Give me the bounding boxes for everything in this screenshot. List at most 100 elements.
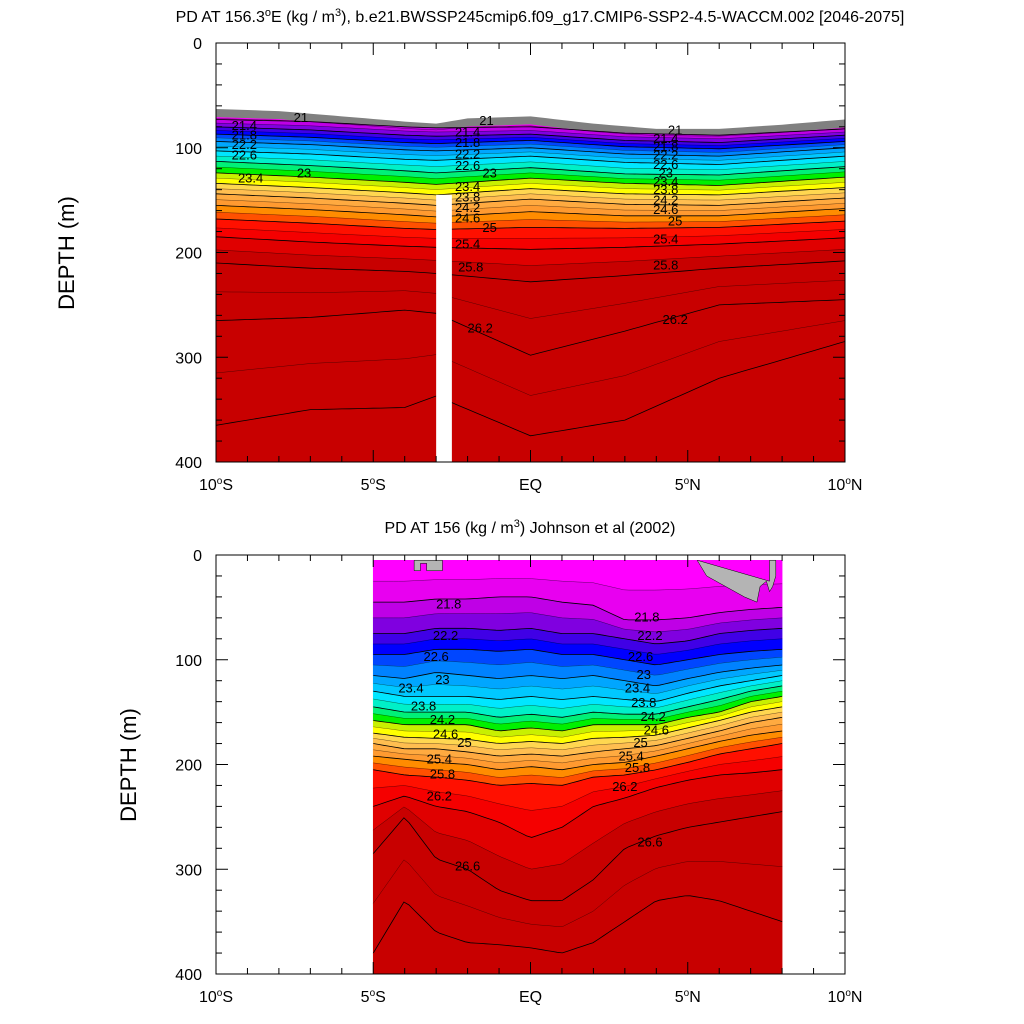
p1-y-tick-label: 100: [175, 141, 202, 158]
p2-missing-patch: [696, 559, 777, 603]
p1-contour-label: 22.6: [232, 148, 257, 163]
p1-contour-label: 23.4: [653, 174, 678, 189]
p1-minor-contour: [216, 166, 845, 181]
p1-contour-label: 23: [482, 165, 496, 180]
p1-contour-label: 24.6: [653, 202, 678, 217]
p1-contour-label: 25.8: [458, 260, 483, 275]
p2-missing-patch: [413, 559, 443, 571]
p1-minor-contour: [216, 320, 845, 396]
p1-contour-label: 21.4: [232, 118, 257, 133]
p2-y-tick-label: 300: [175, 862, 202, 879]
p2-contour-label: 25.4: [427, 752, 452, 767]
p1-minor-contour: [216, 280, 845, 319]
p1-minor-contour: [216, 212, 845, 224]
p1-minor-contour: [216, 155, 845, 170]
p2-x-tick-label: 5oS: [361, 988, 386, 1006]
p1-minor-contour: [216, 177, 845, 191]
p1-y-tick-label: 400: [175, 455, 202, 472]
p2-minor-contour: [373, 578, 783, 591]
p1-isopycnal-24-2: [216, 193, 845, 206]
p2-contour-label: 22.2: [637, 628, 662, 643]
p1-isopycnal-21: [216, 119, 845, 136]
p1-contour-label: 22.6: [455, 158, 480, 173]
p1-isopycnal-23-4: [216, 172, 845, 186]
p1-shallow-layer: [216, 108, 845, 138]
p2-x-tick-label: EQ: [519, 989, 542, 1006]
p2-contour-label: 23: [435, 672, 449, 687]
p1-isopycnal-25-8: [216, 260, 845, 283]
p2-isopycnal-25: [373, 717, 783, 757]
p2-contour-label: 26.6: [637, 835, 662, 850]
p1-isopycnal-23: [216, 161, 845, 176]
p2-contour-label: 26.2: [427, 788, 452, 803]
p2-isopycnal-23: [373, 664, 783, 687]
p2-isopycnal-27-0: [372, 895, 783, 954]
panel1-y-axis-label: DEPTH (m): [54, 196, 79, 310]
p1-contour-label: 23: [297, 165, 311, 180]
p2-contour-label: 22.6: [423, 649, 448, 664]
p1-minor-contour: [216, 249, 845, 266]
p2-minor-contour: [373, 756, 783, 811]
p1-contour-label: 23.8: [653, 182, 678, 197]
p2-isopycnal-26-2: [373, 769, 783, 838]
p2-minor-contour: [373, 711, 783, 751]
p2-contour-label: 25.4: [618, 749, 643, 764]
p1-contour-label: 21.4: [653, 131, 678, 146]
p1-contour-label: 23: [659, 165, 673, 180]
p2-contour-label: 21.8: [634, 609, 659, 624]
p1-isopycnal-22-6: [216, 150, 845, 165]
p1-contour-label: 25.4: [653, 231, 678, 246]
p2-contour-label: 23.8: [411, 698, 436, 713]
p2-minor-contour: [373, 701, 783, 738]
p1-minor-contour: [216, 146, 845, 161]
p1-contour-label: 26.2: [663, 312, 688, 327]
p2-y-tick-label: 100: [175, 653, 202, 670]
p1-missing-data-column: [436, 194, 452, 462]
p2-contour-label: 23.4: [625, 681, 650, 696]
p1-contour-label: 21: [668, 122, 682, 137]
p2-minor-contour: [373, 656, 783, 676]
p2-isopycnal-21-8: [373, 596, 783, 621]
panel2-contour-plot: 21.822.222.62323.423.824.224.62525.425.8…: [175, 548, 862, 1006]
p2-isopycnal-24-6: [373, 706, 783, 744]
p1-x-tick-label: 5oS: [361, 476, 386, 494]
p2-x-tick-label: 5oN: [675, 988, 701, 1006]
p1-isopycnal-21-8: [216, 133, 845, 150]
p2-isopycnal-22-6: [373, 648, 783, 666]
p2-contour-label: 22.6: [628, 649, 653, 664]
p1-isopycnal-24-6: [216, 205, 845, 218]
p2-contour-label: 21.8: [436, 597, 461, 612]
panel2-y-axis-label: DEPTH (m): [116, 708, 141, 822]
p2-x-tick-label: 10oS: [199, 988, 233, 1006]
p2-minor-contour: [373, 680, 783, 709]
p1-contour-label: 25.8: [653, 258, 678, 273]
p1-minor-contour: [216, 118, 845, 137]
p1-contour-label: 22.2: [232, 137, 257, 152]
p1-isopycnal-23-8: [216, 183, 845, 196]
p1-contour-label: 21: [479, 113, 493, 128]
p2-minor-contour: [373, 638, 783, 655]
p1-contour-label: 25: [482, 220, 496, 235]
p2-isopycnal-26-6: [372, 811, 783, 902]
p2-contour-label: 22.2: [433, 628, 458, 643]
p1-isopycnal-26-2: [216, 299, 845, 356]
p2-isopycnal-23-4: [373, 675, 783, 702]
p1-y-tick-label: 300: [175, 350, 202, 367]
p1-isopycnal-25-4: [216, 236, 845, 250]
p1-y-tick-label: 0: [193, 36, 202, 53]
p2-y-tick-label: 400: [175, 967, 202, 984]
p2-contour-label: 25.8: [625, 760, 650, 775]
p2-contour-label: 23: [636, 667, 650, 682]
p1-contour-label: 25.4: [455, 237, 480, 252]
p1-contour-label: 23.8: [455, 189, 480, 204]
p1-y-tick-label: 200: [175, 246, 202, 263]
p2-contour-label: 26.2: [612, 779, 637, 794]
p1-minor-contour: [216, 130, 845, 146]
p1-contour-label: 22.6: [653, 157, 678, 172]
p2-isopycnal-25-4: [373, 730, 783, 771]
p2-contour-label: 24.6: [433, 727, 458, 742]
p1-contour-label: 25: [668, 214, 682, 229]
p1-minor-contour: [216, 188, 845, 201]
